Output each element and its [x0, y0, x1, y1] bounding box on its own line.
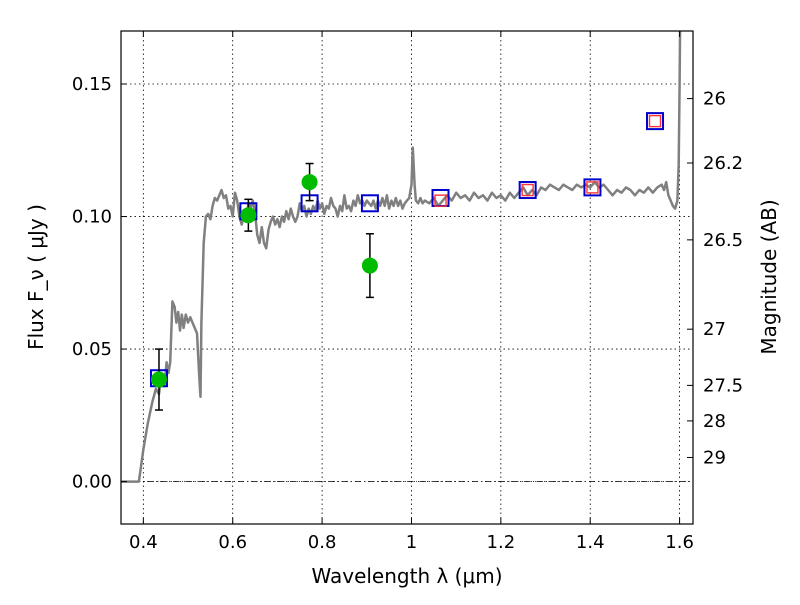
right-axis-label: Magnitude (AB)	[757, 199, 781, 354]
observed-flux-point	[240, 207, 257, 224]
x-tick-label: 1.4	[576, 532, 605, 553]
x-tick-label: 1	[406, 532, 417, 553]
observed-flux-point	[301, 174, 318, 191]
y-tick-label: 0.05	[72, 339, 112, 360]
magnitude-tick-label: 27.5	[703, 375, 743, 396]
magnitude-tick-label: 29	[703, 447, 726, 468]
model-spectrum-line	[121, 31, 682, 483]
data-series	[121, 31, 682, 483]
x-axis-label: Wavelength λ (μm)	[311, 564, 502, 588]
y-axis-label: Flux F_ν ( μJy )	[24, 204, 48, 350]
magnitude-tick-label: 27	[703, 319, 726, 340]
model-flux-square	[518, 181, 537, 200]
magnitude-tick-label: 26.5	[703, 230, 743, 251]
x-tick-label: 0.8	[308, 532, 337, 553]
alt-model-flux-square	[434, 194, 447, 207]
y-tick-label: 0.15	[72, 74, 112, 95]
x-tick-label: 1.2	[487, 532, 516, 553]
magnitude-tick-label: 26.2	[703, 153, 743, 174]
magnitude-tick-label: 28	[703, 411, 726, 432]
axis-ticks: 0.4 0.6 0.8 1 1.2 1.4 1.6 0.00 0.05 0.10 0.15 26 26.…	[72, 31, 743, 553]
x-tick-label: 0.4	[129, 532, 158, 553]
x-tick-label: 0.6	[218, 532, 247, 553]
model-flux-square	[360, 194, 379, 213]
alt-model-flux-square	[586, 181, 599, 194]
y-tick-label: 0.00	[72, 472, 112, 493]
alt-model-flux-square	[521, 183, 534, 197]
model-flux-square	[646, 112, 665, 131]
observed-flux-point	[361, 257, 378, 274]
magnitude-tick-label: 26	[703, 89, 726, 110]
observed-flux-point	[150, 371, 167, 388]
x-tick-label: 1.6	[665, 532, 694, 553]
plot-frame	[120, 30, 694, 525]
alt-model-flux-square	[648, 114, 662, 128]
model-flux-square	[583, 178, 602, 197]
y-tick-label: 0.10	[72, 207, 112, 228]
